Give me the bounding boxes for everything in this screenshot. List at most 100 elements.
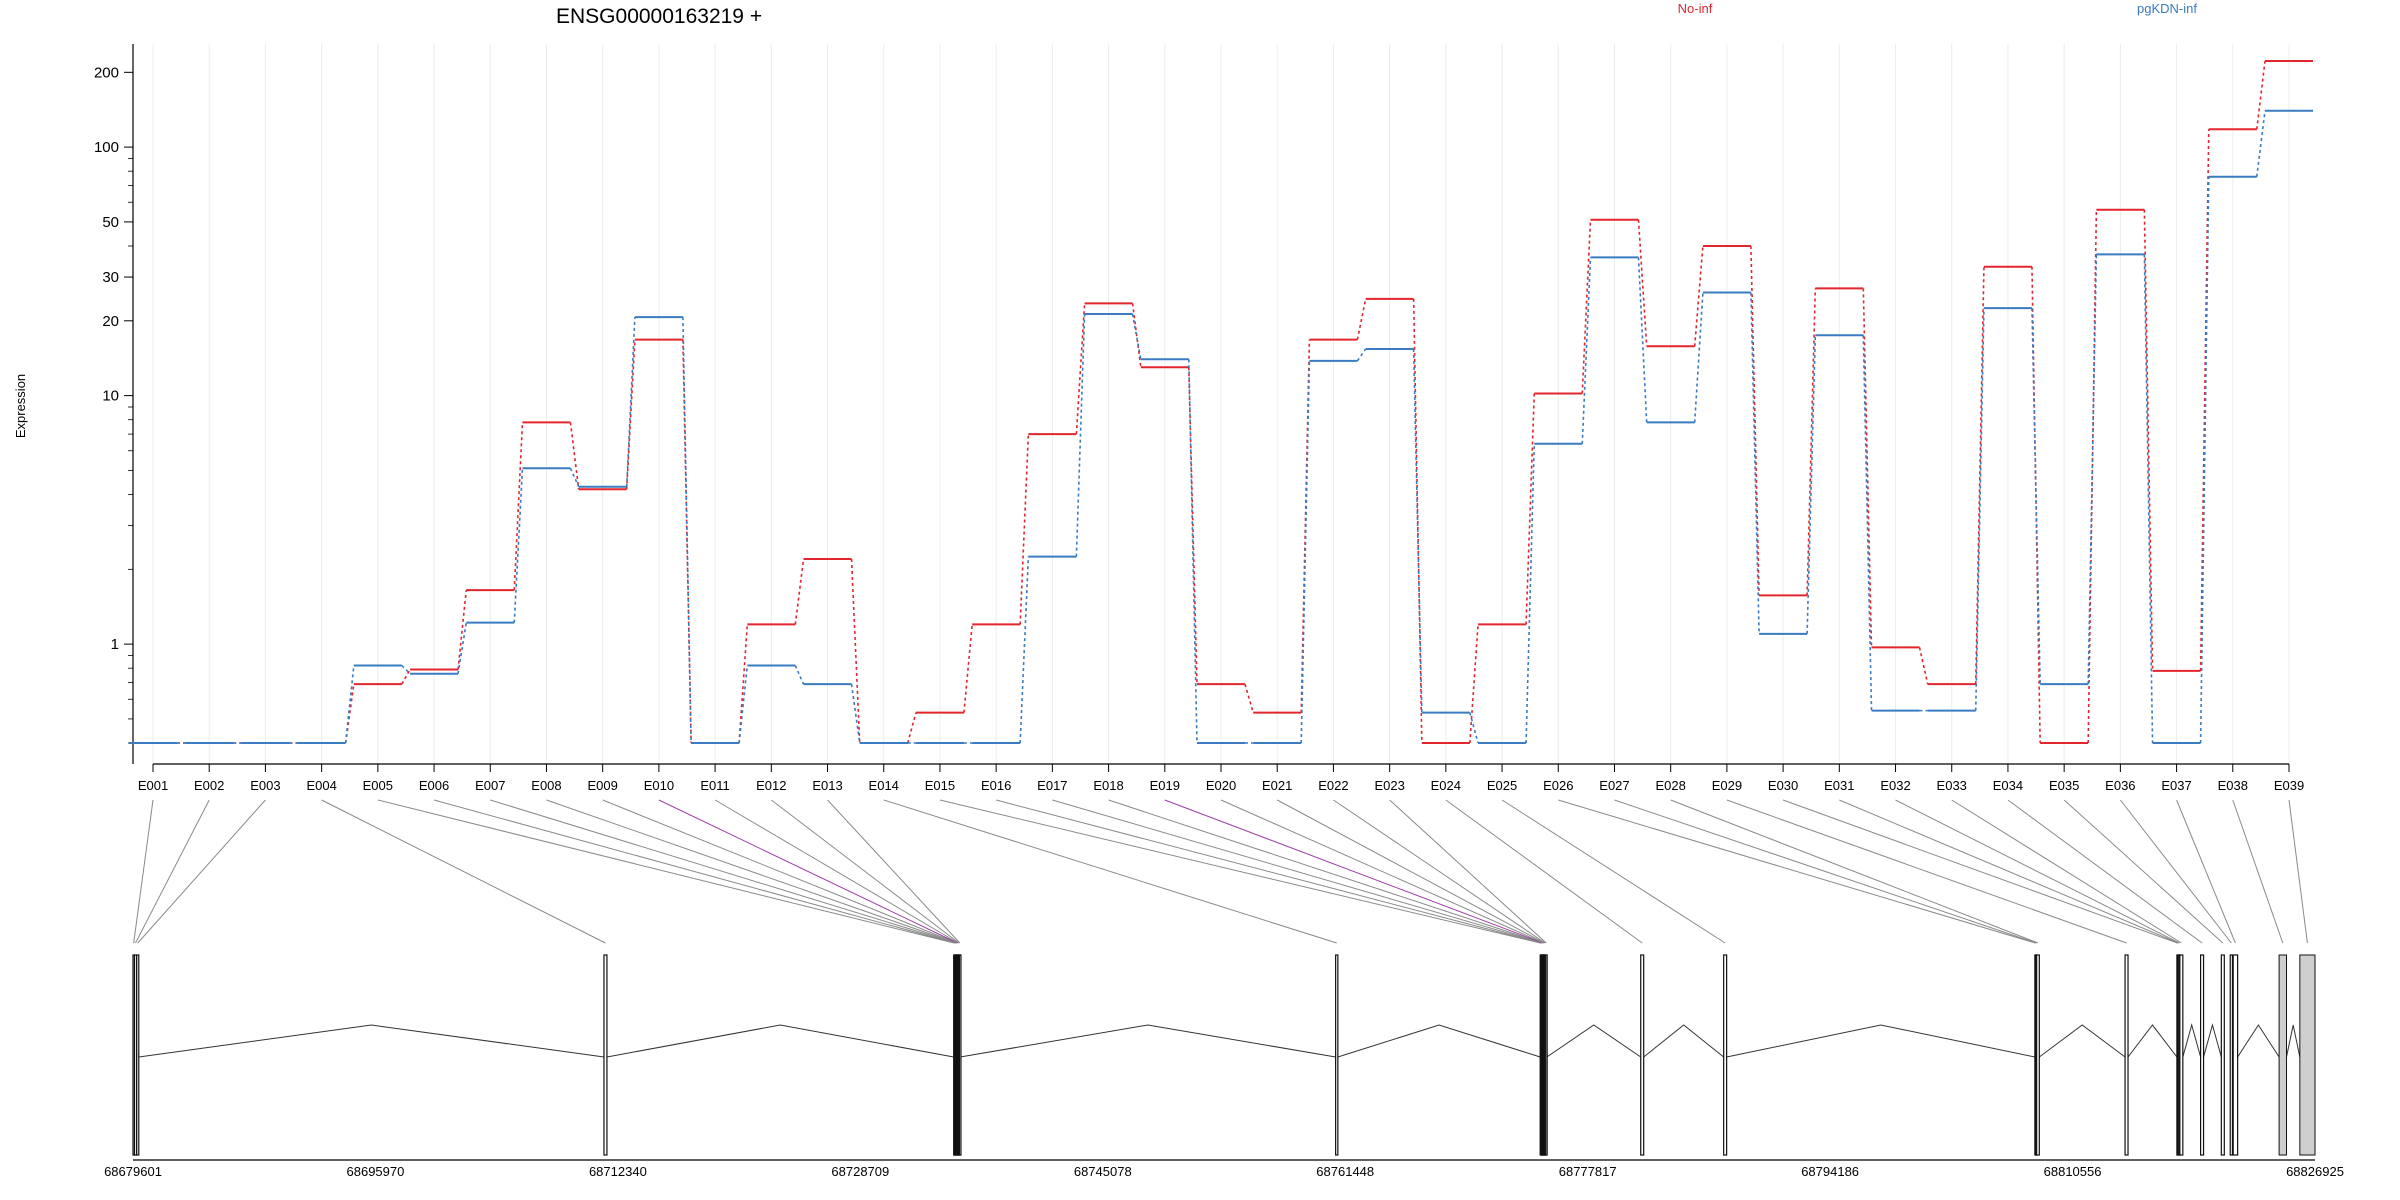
series-connector [682,317,692,744]
genomic-tick-label: 68695970 [347,1164,405,1179]
y-tick-label-10: 10 [102,388,119,405]
genomic-tick-label: 68794186 [1801,1164,1859,1179]
x-tick-label-e031: E031 [1824,778,1854,793]
series-connector [1019,556,1030,744]
genomic-tick-label: 68826925 [2286,1164,2344,1179]
gene-model: 68679601 68695970 68712340 68728709 68745078… [104,954,2344,1179]
connector-e022 [1333,799,1546,944]
connector-e028 [1670,799,2039,944]
x-tick-label-e015: E015 [925,778,955,793]
series-connector [344,684,355,744]
connector-e014 [883,799,1337,944]
genomic-tick-label: 68745078 [1074,1164,1132,1179]
x-tick-label-e004: E004 [306,778,336,793]
connector-e037 [2176,799,2236,944]
exon-e025 [1723,954,1728,1156]
intron-line [1337,1024,1541,1058]
x-tick-label-e039: E039 [2274,778,2304,793]
x-tick-label-e003: E003 [250,778,280,793]
series-connector [794,665,805,685]
x-tick-label-e023: E023 [1374,778,1404,793]
series-connector [1075,303,1086,435]
series-connector [1525,443,1536,744]
x-tick-label-e018: E018 [1093,778,1123,793]
series-connector [1131,313,1142,360]
x-tick-label-e014: E014 [869,778,899,793]
connector-e021 [1276,799,1545,944]
series-connector [2199,176,2210,744]
exon-e038 [2278,954,2288,1156]
x-tick-label-e032: E032 [1880,778,1910,793]
x-tick-label-e033: E033 [1937,778,1967,793]
series-connector [2087,209,2098,744]
series-connector [1525,393,1536,625]
series-connector [1918,647,1929,685]
x-tick-label-e002: E002 [194,778,224,793]
series-connector [2199,129,2210,671]
intron-line [2127,1024,2178,1058]
intron-line [2286,1024,2301,1058]
connector-e036 [2119,799,2232,944]
genomic-tick-label: 68810556 [2044,1164,2102,1179]
connector-e039 [2288,799,2308,944]
connector-e023 [1389,799,1547,944]
connector-e027 [1614,799,2037,944]
genomic-tick-label: 68761448 [1316,1164,1374,1179]
series-connector [2255,60,2266,130]
series-connector [569,422,580,490]
x-tick-label-e037: E037 [2161,778,2191,793]
series-connector [1806,335,1817,634]
series-connector [401,669,411,685]
connector-e030 [1782,799,2178,944]
chart-title: ENSG00000163219 + [556,5,762,28]
exon-e023 [1545,954,1548,1156]
series-connector [850,684,861,744]
y-tick-label-1: 1 [111,636,119,653]
connector-e024 [1445,799,1643,944]
series-pgkdn-inf [129,109,2313,744]
genomic-tick-label: 68679601 [104,1164,162,1179]
intron-line [2039,1024,2126,1058]
connector-e010 [658,799,958,944]
connector-e013 [827,799,961,944]
x-tick-label-e020: E020 [1206,778,1236,793]
x-tick-label-e011: E011 [700,778,729,793]
exon-e036 [2229,954,2234,1156]
x-tick-label-e008: E008 [531,778,561,793]
series-connector [2143,209,2154,671]
x-tick-label-e013: E013 [812,778,842,793]
series-connector [1356,298,1367,340]
x-tick-label-e012: E012 [756,778,786,793]
intron-line [2203,1023,2222,1058]
exon-e029 [2124,954,2129,1156]
intron-line [1546,1024,1642,1058]
x-tick-label-e016: E016 [981,778,1011,793]
series-layer [129,60,2313,744]
grid-layer [152,44,2290,764]
x-tick-label-e035: E035 [2049,778,2079,793]
x-tick-label-e029: E029 [1712,778,1742,793]
x-tick-label-e025: E025 [1487,778,1517,793]
series-connector [344,665,355,744]
y-tick-label-30: 30 [102,269,119,286]
exon-e014 [1335,954,1339,1156]
x-tick-label-e028: E028 [1655,778,1685,793]
series-connector [1862,288,1873,648]
connector-e032 [1895,799,2180,944]
y-tick-label-20: 20 [102,313,119,330]
connector-e007 [490,799,956,944]
connector-e035 [2063,799,2224,944]
genomic-tick-label: 68712340 [589,1164,647,1179]
series-connector [401,664,411,675]
connector-e020 [1220,799,1544,944]
x-tick-label-e038: E038 [2218,778,2248,793]
exon-e033 [2179,954,2184,1156]
series-connector [1356,348,1367,362]
series-connector [738,665,749,744]
exon-e013 [958,954,962,1156]
exon-e039 [2299,954,2316,1156]
exon-e037 [2232,954,2239,1156]
series-connector [1131,303,1142,368]
genomic-tick-label: 68728709 [831,1164,889,1179]
